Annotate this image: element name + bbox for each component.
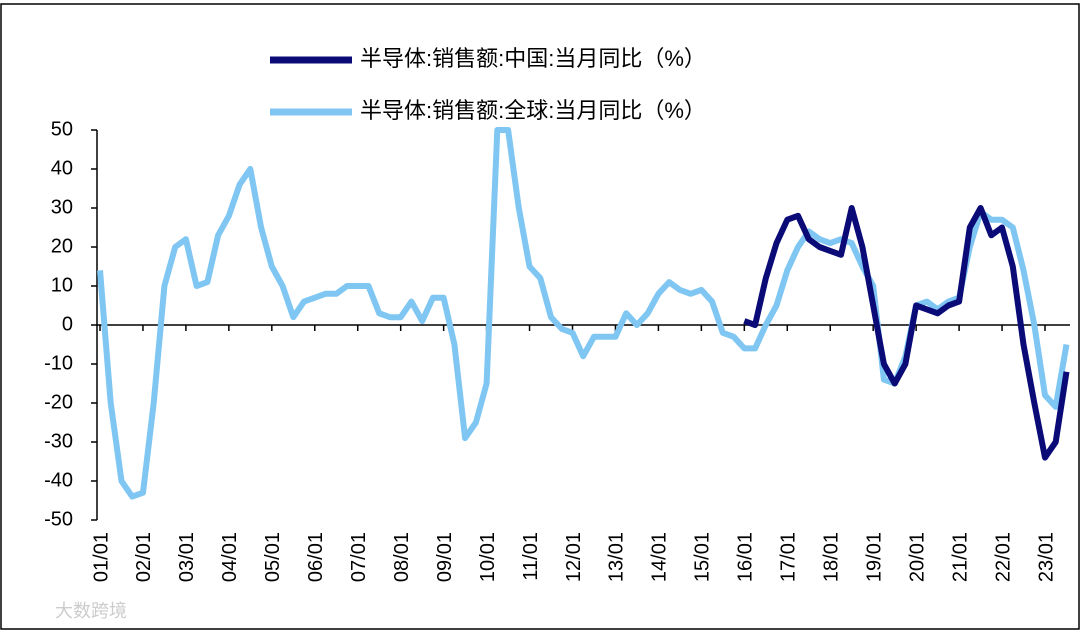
x-tick-label: 06/01 — [305, 532, 327, 582]
x-tick-label: 23/01 — [1035, 532, 1057, 582]
x-tick-label: 03/01 — [176, 532, 198, 582]
y-tick-label: -10 — [44, 352, 73, 374]
x-tick-label: 14/01 — [649, 532, 671, 582]
y-tick-label: 20 — [51, 235, 73, 257]
x-tick-label: 13/01 — [606, 532, 628, 582]
series-line — [97, 127, 1070, 500]
x-tick-label: 18/01 — [821, 532, 843, 582]
x-tick-label: 15/01 — [692, 532, 714, 582]
series-line — [743, 205, 1070, 461]
y-tick-label: -20 — [44, 391, 73, 413]
watermark: 大数跨境 — [55, 601, 127, 621]
x-tick-label: 17/01 — [778, 532, 800, 582]
y-tick-label: 0 — [62, 313, 73, 335]
y-tick-label: 40 — [51, 157, 73, 179]
x-tick-label: 09/01 — [434, 532, 456, 582]
legend-label: 半导体:销售额:全球:当月同比（%） — [360, 98, 706, 123]
x-tick-label: 11/01 — [520, 532, 542, 581]
x-tick-label: 16/01 — [735, 532, 757, 582]
x-tick-label: 22/01 — [992, 532, 1014, 582]
x-tick-label: 10/01 — [477, 532, 499, 582]
x-tick-label: 07/01 — [348, 532, 370, 582]
frame — [0, 3, 1080, 630]
x-tick-label: 01/01 — [90, 532, 112, 582]
y-tick-label: 50 — [51, 118, 73, 140]
legend-label: 半导体:销售额:中国:当月同比（%） — [360, 46, 706, 71]
y-tick-label: -50 — [44, 508, 73, 530]
x-tick-label: 20/01 — [906, 532, 928, 582]
x-tick-label: 12/01 — [563, 532, 585, 582]
y-tick-label: -40 — [44, 469, 73, 491]
x-tick-label: 21/01 — [949, 532, 971, 582]
y-tick-label: 10 — [51, 274, 73, 296]
y-tick-label: -30 — [44, 430, 73, 452]
x-tick-label: 19/01 — [863, 532, 885, 582]
x-tick-label: 04/01 — [219, 532, 241, 582]
x-tick-label: 05/01 — [262, 532, 284, 582]
x-tick-label: 08/01 — [391, 532, 413, 582]
x-tick-label: 02/01 — [133, 532, 155, 582]
y-tick-label: 30 — [51, 196, 73, 218]
